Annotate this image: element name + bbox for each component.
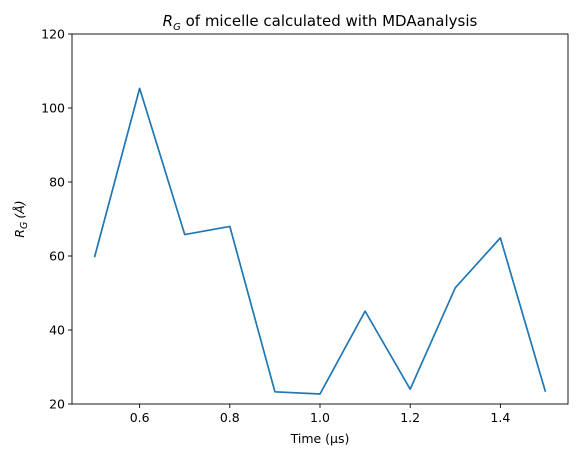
y-axis: 20 40 60 80 100 120 [41,27,72,412]
title-text: of micelle calculated with MDAanalysis [181,12,478,30]
title-symbol: R [163,12,173,30]
y-tick-label: 40 [49,323,65,338]
x-axis: 0.6 0.8 1.0 1.2 1.4 [130,404,510,425]
x-axis-label: Time (µs) [290,431,350,446]
y-axis-label: RG (Å) [12,200,30,237]
y-tick-label: 80 [49,175,65,190]
x-tick-label: 0.8 [220,410,240,425]
x-tick-label: 1.0 [310,410,330,425]
y-tick-label: 20 [49,397,65,412]
ylabel-unit: (Å) [12,200,27,218]
title-subscript: G [173,22,181,33]
x-tick-label: 1.2 [400,410,420,425]
chart-title: RG of micelle calculated with MDAanalysi… [163,12,478,33]
x-tick-label: 0.6 [130,410,150,425]
y-tick-label: 120 [41,27,65,42]
ylabel-subscript: G [19,222,30,229]
y-tick-label: 100 [41,101,65,116]
y-tick-label: 60 [49,249,65,264]
ylabel-symbol: R [12,229,27,238]
plot-area [93,87,547,395]
x-tick-label: 1.4 [490,410,510,425]
